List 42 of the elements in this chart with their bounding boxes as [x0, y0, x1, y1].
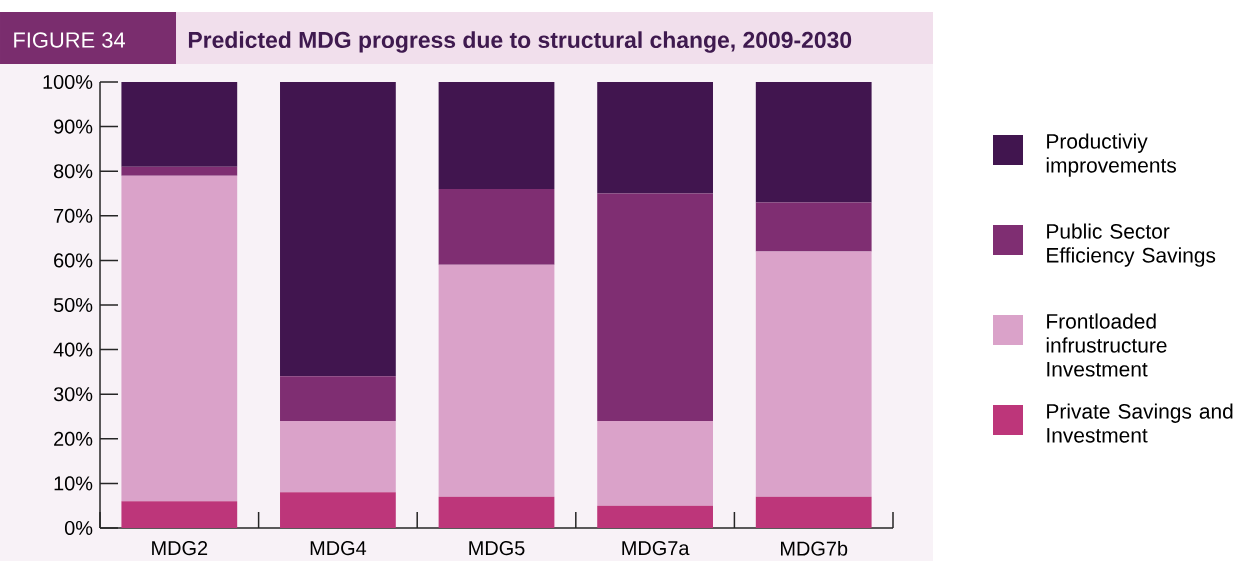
- x-tick-label: MDG7a: [622, 541, 690, 556]
- bar: [755, 251, 872, 497]
- bar: [280, 81, 396, 377]
- x-tick-label: MDG4: [310, 541, 367, 556]
- bar: [438, 264, 555, 497]
- y-tick-label: 0%: [64, 520, 93, 536]
- y-tick-label: 10%: [54, 476, 93, 491]
- legend-label: Public Sector Efficiency Savings: [1047, 223, 1216, 267]
- y-tick-label: 80%: [53, 164, 93, 179]
- y-tick-label: 100%: [43, 74, 93, 90]
- y-tick-label: 40%: [53, 342, 93, 357]
- bar: [121, 175, 238, 502]
- y-tick-label: 20%: [54, 431, 93, 446]
- y-tick-label: 90%: [54, 119, 93, 134]
- bar: [597, 193, 713, 421]
- bar: [280, 420, 396, 493]
- bar: [755, 496, 872, 528]
- bar: [597, 81, 713, 194]
- y-tick-label: 60%: [54, 253, 93, 268]
- legend-label: Private Savings and Investment: [1047, 403, 1233, 443]
- x-tick-label: MDG5: [469, 541, 525, 556]
- caption: FIGURE 34: [14, 32, 125, 48]
- x-tick-label: MDG2: [152, 541, 208, 556]
- bar: [438, 81, 555, 190]
- legend-label: Productiviy improvements: [1046, 133, 1176, 177]
- bar: [755, 81, 872, 203]
- bar: [755, 202, 872, 252]
- bar: [438, 496, 555, 528]
- bar: [597, 420, 713, 506]
- y-tick-label: 50%: [53, 297, 93, 313]
- bar: [280, 376, 396, 421]
- bar: [438, 189, 555, 265]
- bar: [121, 501, 238, 528]
- bar: [121, 166, 238, 176]
- chart-title: Predicted MDG progress due to structural change, 2009-2030: [188, 31, 852, 53]
- legend-label: Frontloaded infrustructure Investment: [1046, 313, 1167, 377]
- x-tick-label: MDG7b: [781, 541, 848, 556]
- bar: [121, 81, 238, 167]
- bar: [280, 492, 396, 528]
- y-tick-label: 30%: [53, 387, 93, 402]
- y-tick-label: 70%: [54, 208, 93, 223]
- bar: [597, 505, 713, 528]
